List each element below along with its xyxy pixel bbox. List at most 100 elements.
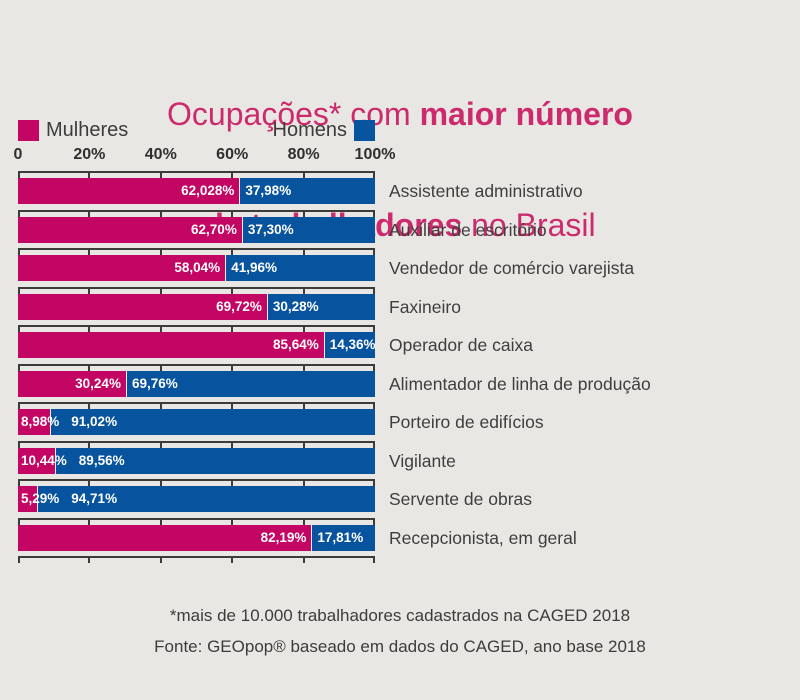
tick-mark xyxy=(231,519,234,525)
category-label: Porteiro de edifícios xyxy=(389,412,544,432)
tick-mark xyxy=(18,327,20,332)
axis-tick-label: 60% xyxy=(216,146,249,163)
category-label: Servente de obras xyxy=(389,489,533,509)
tick-mark xyxy=(302,442,305,448)
tick-mark xyxy=(373,558,375,563)
stacked-bar xyxy=(18,332,375,358)
men-value-label: 91,02% xyxy=(71,414,118,429)
category-label: Faxineiro xyxy=(389,296,461,317)
women-value-label: 82,19% xyxy=(260,529,307,545)
tick-mark xyxy=(18,481,20,486)
tick-mark xyxy=(231,404,234,409)
tick-mark xyxy=(159,288,162,294)
tick-mark xyxy=(302,519,305,525)
tick-mark xyxy=(302,558,305,563)
footnote-source: Fonte: GEOpop® baseado em dados do CAGED… xyxy=(154,637,646,656)
men-value-label: 30,28% xyxy=(272,298,319,314)
axis-tick-label: 100% xyxy=(354,146,396,163)
tick-mark xyxy=(231,327,234,332)
tick-mark xyxy=(302,211,305,217)
men-bar-segment xyxy=(266,293,375,320)
gridline-ruler xyxy=(18,479,375,488)
tick-mark xyxy=(88,211,91,217)
gridline-ruler xyxy=(18,209,375,219)
tick-mark xyxy=(159,519,162,525)
tick-mark xyxy=(159,558,162,563)
women-bar-segment xyxy=(18,293,267,320)
stacked-bar xyxy=(18,370,375,397)
tick-mark xyxy=(373,250,375,255)
stacked-bar xyxy=(18,255,375,281)
chart-row: 8,98% 91,02% Porteiro de edifícios xyxy=(18,402,544,435)
tick-mark xyxy=(231,173,234,178)
tick-mark xyxy=(373,442,375,448)
legend-item-women: Mulheres xyxy=(18,119,128,142)
bar-chart: 62,028% 37,98% Assistente administrativo 62… xyxy=(18,171,651,566)
tick-mark xyxy=(159,481,162,486)
tick-mark xyxy=(302,173,305,178)
men-bar-segment xyxy=(55,447,375,474)
women-bar-segment xyxy=(18,409,51,435)
tick-mark xyxy=(302,250,305,255)
gridline-ruler xyxy=(18,248,375,257)
legend: Mulheres Homens xyxy=(18,119,375,141)
tick-mark xyxy=(88,558,91,563)
category-label: Vigilante xyxy=(389,450,456,471)
men-bar-segment xyxy=(36,486,375,512)
chart-row: 10,44% 89,56% Vigilante xyxy=(18,440,456,474)
tick-mark xyxy=(373,519,375,525)
stacked-bar xyxy=(18,216,375,243)
legend-item-men: Homens xyxy=(273,119,375,142)
tick-mark xyxy=(159,327,162,332)
chart-row: 30,24% 69,76% Alimentador de linha de prod… xyxy=(18,363,651,397)
legend-men-label: Homens xyxy=(272,118,347,141)
tick-mark xyxy=(231,481,234,486)
women-color-swatch xyxy=(18,119,39,141)
women-bar-segment xyxy=(18,370,126,397)
men-color-swatch xyxy=(354,119,375,141)
men-value-label: 14,36% xyxy=(329,337,376,352)
men-bar-segment xyxy=(239,178,375,204)
women-bar-segment xyxy=(18,178,240,204)
tick-mark xyxy=(231,250,234,255)
tick-mark xyxy=(18,288,20,294)
men-value-label: 37,98% xyxy=(245,183,292,198)
tick-mark xyxy=(88,442,91,448)
title-line-1: Ocupações* com maior número xyxy=(167,96,633,132)
tick-mark xyxy=(373,173,375,178)
tick-mark xyxy=(88,481,91,486)
women-bar-segment xyxy=(18,447,56,474)
men-value-label: 41,96% xyxy=(231,260,277,275)
axis-tick-label: 0 xyxy=(13,146,23,163)
stacked-bar xyxy=(18,486,375,512)
men-value-label: 94,71% xyxy=(71,491,118,506)
stacked-bar xyxy=(18,447,375,474)
men-value-label: 69,76% xyxy=(131,375,178,391)
gridline-ruler xyxy=(18,556,375,565)
category-label: Assistente administrativo xyxy=(389,181,583,201)
chart-row: 69,72% 30,28% Faxineiro xyxy=(18,286,461,320)
tick-mark xyxy=(88,404,91,409)
category-label: Alimentador de linha de produção xyxy=(389,373,651,394)
footnote-asterisk: *mais de 10.000 trabalhadores cadastrado… xyxy=(169,606,631,625)
gridline-ruler xyxy=(18,517,375,527)
tick-mark xyxy=(18,250,20,255)
tick-mark xyxy=(373,327,375,332)
women-bar-segment xyxy=(18,332,324,358)
tick-mark xyxy=(231,211,234,217)
tick-mark xyxy=(88,327,91,332)
men-bar-segment xyxy=(225,255,375,281)
women-value-label: 30,24% xyxy=(75,375,121,391)
women-bar-segment xyxy=(18,216,242,243)
tick-mark xyxy=(373,365,375,371)
tick-mark xyxy=(302,404,305,409)
men-value-label: 37,30% xyxy=(247,221,294,237)
tick-mark xyxy=(373,404,375,409)
legend-women-label: Mulheres xyxy=(46,118,129,141)
tick-mark xyxy=(302,288,305,294)
chart-row: 82,19% 17,81% Recepcionista, em geral xyxy=(18,517,577,551)
stacked-bar xyxy=(18,524,375,551)
women-value-label: 10,44% xyxy=(21,452,67,468)
tick-mark xyxy=(231,288,234,294)
